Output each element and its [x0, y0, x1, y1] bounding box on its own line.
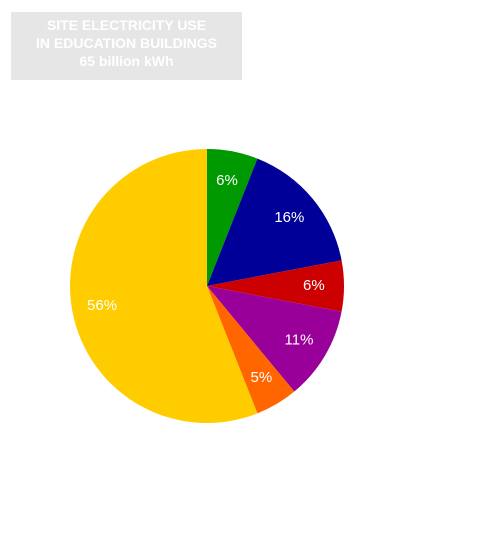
pie-slice-5 — [207, 286, 295, 414]
slice-label-6: 56% — [87, 297, 117, 314]
slice-label-5: 5% — [251, 369, 273, 386]
pie-slice-6 — [69, 149, 258, 424]
chart-title-line-1: SITE ELECTRICITY USE — [46, 17, 207, 33]
pie-slice-3 — [207, 260, 345, 312]
chart-title: SITE ELECTRICITY USE IN EDUCATION BUILDI… — [11, 12, 242, 80]
chart-title-line-2: IN EDUCATION BUILDINGS — [36, 35, 217, 51]
slice-label-2: 16% — [274, 209, 304, 226]
pie-slice-1 — [207, 149, 258, 286]
pie-slice-4 — [207, 286, 342, 392]
chart-title-line-3: 65 billion kWh — [79, 53, 174, 69]
slice-label-1: 6% — [216, 172, 238, 189]
slice-label-4: 11% — [285, 331, 314, 348]
pie-slice-2 — [207, 158, 342, 286]
slice-label-3: 6% — [303, 277, 325, 294]
